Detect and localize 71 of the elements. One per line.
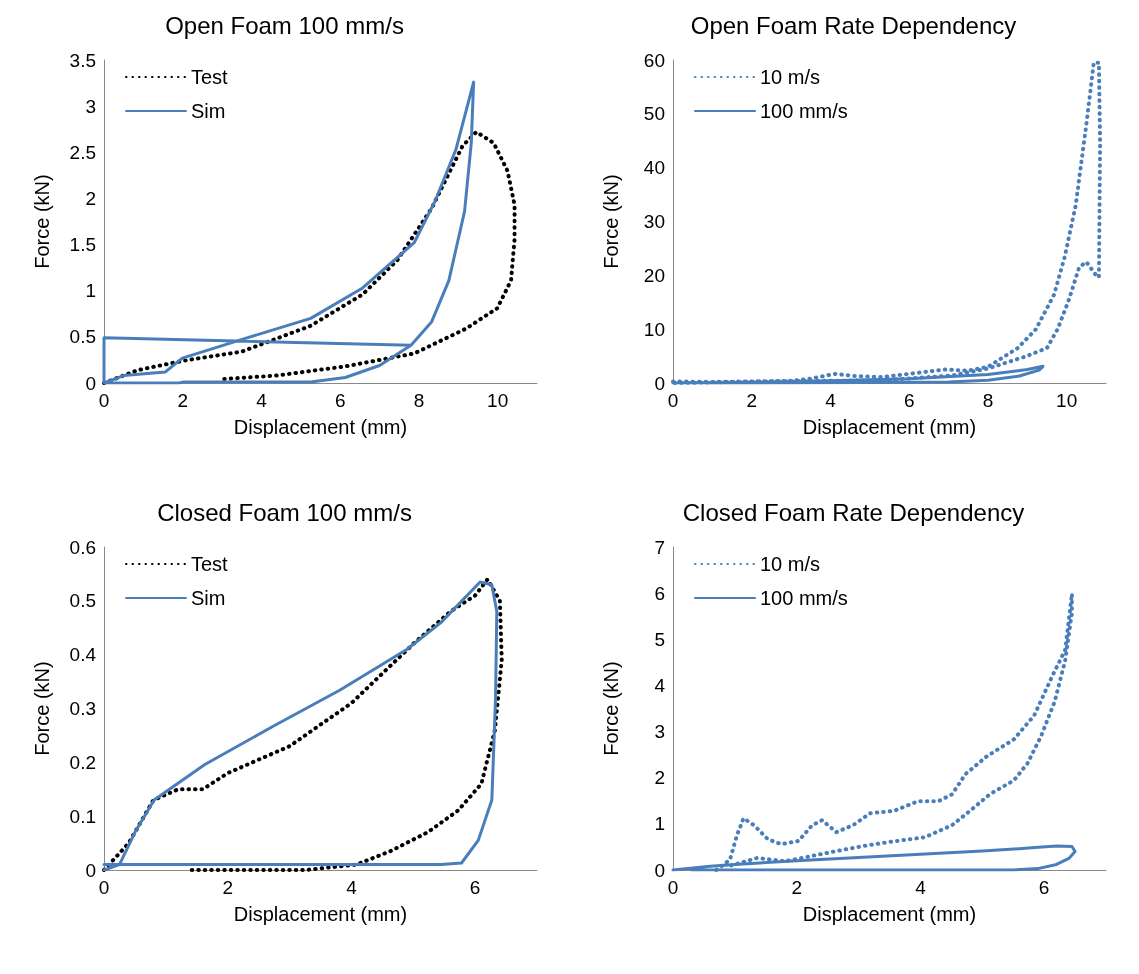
y-tick-label: 2 [654,767,665,789]
chart-title: Open Foam Rate Dependency [690,11,1017,39]
y-tick-label: 5 [654,628,665,650]
legend-label: 10 m/s [760,553,821,575]
y-tick-label: 30 [643,211,665,232]
legend-label: 100 mm/s [760,100,848,122]
y-tick-label: 0.1 [69,805,96,827]
x-axis-title: Displacement (mm) [233,416,408,438]
y-tick-label: 0.6 [69,536,96,558]
x-tick-label: 6 [1038,877,1050,898]
line-series [102,129,517,385]
y-tick-label: 1 [85,280,96,302]
x-axis-title: Displacement (mm) [233,903,408,925]
legend-label: 10 m/s [760,66,821,88]
y-tick-label: 0 [85,859,96,881]
x-tick-label: 8 [982,390,994,411]
legend-label: Sim [191,587,226,609]
chart-title: Open Foam 100 mm/s [165,11,404,39]
x-tick-label: 4 [825,390,837,411]
x-tick-label: 4 [915,877,927,898]
x-tick-label: 2 [746,390,758,411]
x-tick-label: 8 [413,390,425,411]
y-tick-label: 3 [654,721,665,743]
y-tick-label: 10 [643,318,665,340]
y-tick-label: 0.5 [69,326,96,348]
x-tick-label: 6 [903,390,915,411]
y-tick-label: 0.5 [69,590,96,612]
y-tick-label: 6 [654,582,665,604]
legend-label: Sim [191,100,226,122]
y-axis-title: Force (kN) [31,174,53,269]
y-tick-label: 50 [643,103,665,125]
y-axis-title: Force (kN) [31,661,53,756]
x-tick-label: 0 [667,877,679,898]
x-tick-label: 6 [334,390,346,411]
chart-title: Closed Foam 100 mm/s [157,498,412,526]
y-tick-label: 2.5 [69,141,96,163]
x-axis-title: Displacement (mm) [802,903,977,925]
y-tick-label: 20 [643,264,665,286]
x-tick-label: 4 [346,877,358,898]
y-tick-label: 0.3 [69,698,96,719]
x-tick-label: 2 [222,877,233,898]
y-tick-label: 40 [643,157,665,179]
legend-label: Test [191,66,229,88]
y-axis-title: Force (kN) [600,174,622,269]
chart-title: Closed Foam Rate Dependency [682,498,1025,526]
x-tick-label: 6 [469,877,481,898]
x-tick-label: 0 [98,390,110,411]
y-tick-label: 7 [654,536,665,558]
y-tick-label: 60 [643,49,665,71]
y-tick-label: 4 [654,674,666,696]
y-tick-label: 3 [85,95,96,117]
x-tick-label: 4 [256,390,268,411]
y-axis-title: Force (kN) [600,661,622,756]
y-tick-label: 0.4 [69,644,97,666]
y-tick-label: 0 [85,372,96,394]
x-tick-label: 2 [791,877,802,898]
legend-label: Test [191,553,229,575]
y-tick-label: 1 [654,813,665,835]
y-tick-label: 0 [654,372,665,394]
y-tick-label: 1.5 [69,234,96,256]
y-tick-label: 2 [85,187,96,209]
legend-label: 100 mm/s [760,587,848,609]
x-tick-label: 0 [667,390,679,411]
y-tick-label: 0 [654,859,665,881]
x-tick-label: 0 [98,877,110,898]
y-tick-label: 3.5 [69,49,96,71]
x-tick-label: 2 [177,390,189,411]
x-axis-title: Displacement (mm) [802,416,977,438]
x-tick-label: 10 [487,390,509,411]
y-tick-label: 0.2 [69,751,96,773]
x-tick-label: 10 [1056,390,1078,411]
